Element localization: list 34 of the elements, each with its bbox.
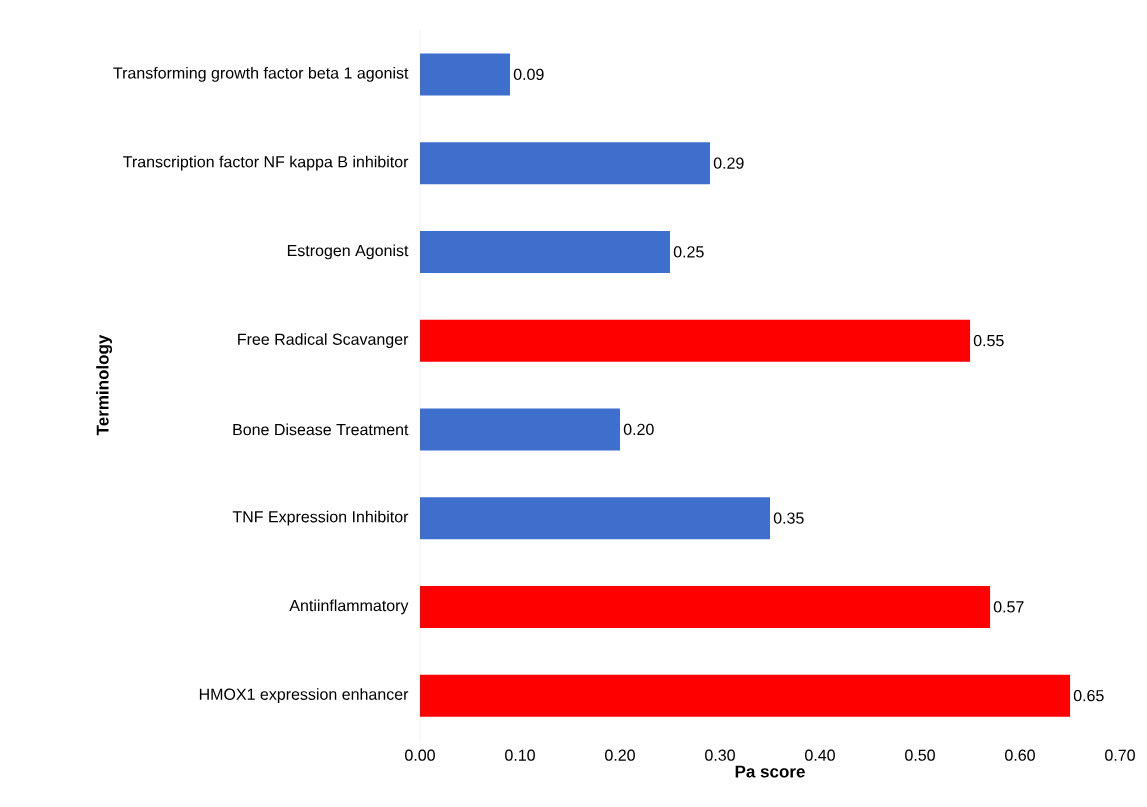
data-label: 0.20 bbox=[623, 423, 654, 436]
bar bbox=[420, 230, 670, 273]
bar bbox=[420, 142, 710, 185]
data-label: 0.55 bbox=[973, 334, 1004, 347]
x-tick-label: 0.00 bbox=[405, 749, 435, 761]
y-tick-label: HMOX1 expression enhancer bbox=[199, 688, 409, 704]
y-tick-label: Antiinflammatory bbox=[289, 599, 409, 615]
x-tick-label: 0.20 bbox=[605, 749, 635, 761]
bar bbox=[420, 674, 1070, 717]
data-label: 0.57 bbox=[993, 601, 1024, 613]
data-label: 0.65 bbox=[1073, 689, 1104, 702]
y-tick-label: Estrogen Agonist bbox=[287, 244, 409, 260]
bar bbox=[420, 53, 510, 96]
x-tick-label: 0.30 bbox=[705, 749, 735, 761]
x-tick-label: 0.70 bbox=[1105, 749, 1135, 761]
x-axis-title: Pa score bbox=[735, 765, 805, 778]
bar bbox=[420, 319, 970, 362]
bar bbox=[420, 585, 990, 628]
y-tick-label: Bone Disease Treatment bbox=[233, 423, 409, 436]
bar bbox=[420, 408, 620, 451]
bar bbox=[420, 497, 770, 540]
data-label: 0.25 bbox=[673, 246, 704, 258]
y-tick-label: Transcription factor NF kappa B inhibitor bbox=[123, 155, 409, 171]
y-tick-label: Transforming growth factor beta 1 agonist bbox=[113, 66, 409, 82]
data-label: 0.09 bbox=[513, 68, 544, 81]
x-tick-label: 0.40 bbox=[805, 749, 835, 761]
data-label: 0.35 bbox=[773, 512, 804, 524]
y-axis-title: Terminology bbox=[96, 334, 113, 436]
data-label: 0.29 bbox=[713, 157, 744, 169]
x-tick-label: 0.10 bbox=[505, 749, 535, 761]
y-tick-label: Free Radical Scavanger bbox=[238, 333, 409, 349]
x-tick-label: 0.60 bbox=[1005, 749, 1035, 761]
y-tick-label: TNF Expression Inhibitor bbox=[232, 510, 409, 526]
x-tick-label: 0.50 bbox=[905, 749, 935, 761]
